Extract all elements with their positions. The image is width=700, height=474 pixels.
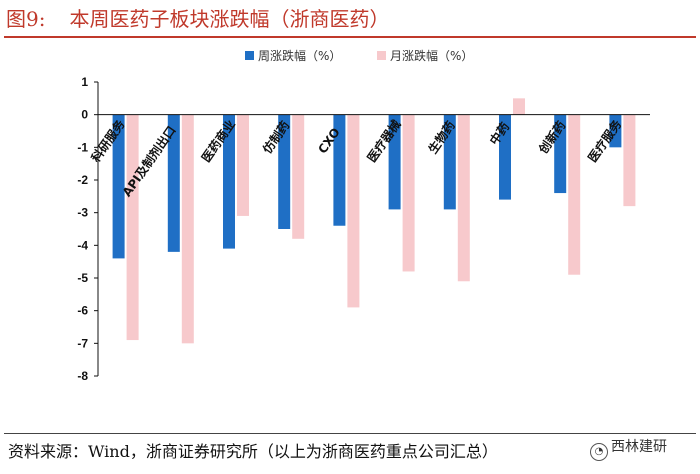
bar-weekly (499, 114, 511, 200)
y-tick-label: -2 (77, 173, 88, 187)
y-tick-label: -6 (77, 304, 88, 318)
y-tick-label: -1 (77, 140, 88, 154)
bar-monthly (513, 98, 525, 115)
y-tick-label: -8 (77, 369, 88, 383)
bar-monthly (237, 114, 249, 216)
legend-swatch-weekly (245, 51, 254, 60)
bar-monthly (181, 114, 194, 344)
bar-weekly (609, 114, 622, 148)
bar-monthly (402, 114, 415, 272)
bar-monthly (623, 114, 636, 207)
y-tick-label: 1 (81, 75, 88, 89)
bar-monthly (347, 114, 360, 308)
bar-weekly (554, 114, 567, 194)
bar-weekly (333, 114, 346, 226)
y-tick-label: -4 (77, 238, 88, 252)
y-tick-label: -3 (77, 206, 88, 220)
source-note: 资料来源：Wind，浙商证券研究所（以上为浙商医药重点公司汇总） (8, 442, 498, 461)
bar-weekly (278, 114, 291, 229)
y-tick-label: -7 (77, 336, 88, 350)
bar-weekly (167, 114, 180, 252)
watermark: ◔ 西林建研 (586, 436, 671, 461)
chart-title-row: 图9: 本周医药子板块涨跌幅（浙商医药） (6, 4, 694, 34)
bars (112, 98, 636, 344)
bar-weekly (223, 114, 235, 249)
legend-label-monthly: 月涨跌幅（%） (390, 48, 473, 63)
legend-label-weekly: 周涨跌幅（%） (258, 48, 341, 63)
wechat-icon: ◔ (590, 443, 608, 461)
y-tick-label: 0 (81, 108, 88, 122)
axes: 1 0 -1 -2 -3 -4 -5 -6 -7 -8 (77, 75, 650, 383)
legend-swatch-monthly (377, 51, 386, 60)
bar-monthly (457, 114, 470, 282)
title-divider (4, 36, 696, 38)
bar-chart: 周涨跌幅（%） 月涨跌幅（%） 10-1-2-3-4-5-6-7-8 科研服务AP… (77, 48, 650, 383)
bar-weekly (443, 114, 456, 210)
bar-weekly (112, 114, 125, 259)
chart-title: 本周医药子板块涨跌幅（浙商医药） (69, 7, 390, 31)
bar-monthly (126, 114, 139, 341)
footer-divider (4, 433, 696, 434)
bar-monthly (568, 114, 581, 275)
y-tick-label: -5 (77, 271, 88, 285)
bar-weekly (388, 114, 401, 210)
watermark-text: 西林建研 (611, 439, 667, 455)
bar-monthly (292, 114, 305, 239)
figure-number: 图9: (6, 7, 46, 31)
legend: 周涨跌幅（%） 月涨跌幅（%） (245, 48, 473, 63)
